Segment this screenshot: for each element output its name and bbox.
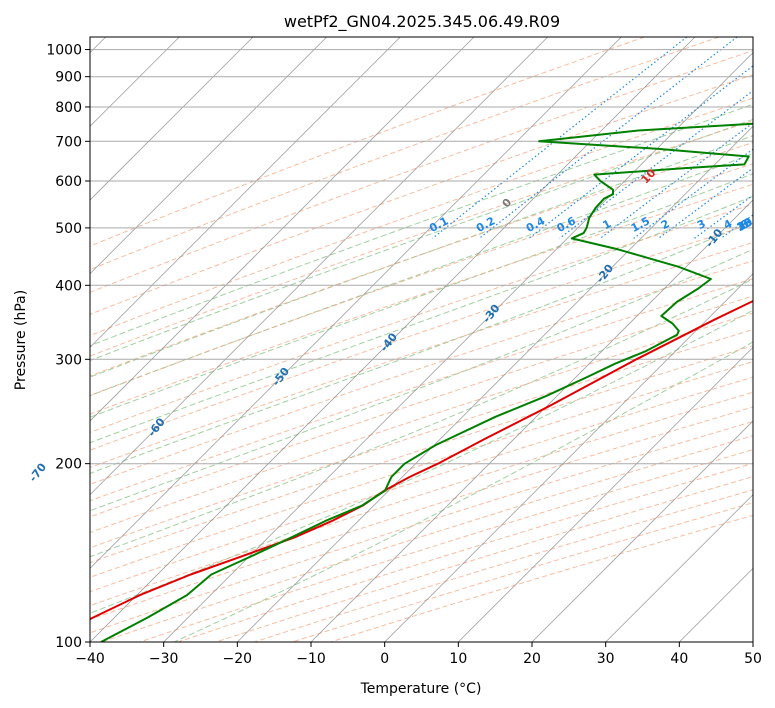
x-axis: −40 −30 −20 −10 0 10 20 30 40 50 xyxy=(75,642,762,667)
dry-adiabat-line xyxy=(90,278,753,502)
dry-adiabat-line xyxy=(90,163,753,396)
isotherm-line xyxy=(163,52,753,642)
isotherm-line xyxy=(90,37,548,496)
mixing-ratio-label: 13 xyxy=(735,215,755,234)
moist-adiabat-line xyxy=(90,248,753,512)
dry-adiabat-line xyxy=(90,97,753,337)
y-tick-label: 1000 xyxy=(46,43,82,59)
mixing-ratio-label: 25 xyxy=(735,215,755,234)
dry-adiabat-line xyxy=(90,50,753,293)
x-tick-label: 40 xyxy=(670,651,688,667)
y-tick-label: 200 xyxy=(55,457,82,473)
moist-adiabat-line xyxy=(90,278,753,558)
x-axis-label: Temperature (°C) xyxy=(360,681,482,697)
isotherm-line xyxy=(458,346,753,642)
isotherm-line xyxy=(752,641,753,642)
isotherm-line xyxy=(237,125,753,642)
y-tick-label: 600 xyxy=(55,174,82,190)
y-tick-label: 800 xyxy=(55,100,82,116)
moist-adiabat-line xyxy=(90,309,753,614)
x-tick-label: −30 xyxy=(149,651,179,667)
isotherm-line xyxy=(90,37,401,348)
dewpoint-line xyxy=(100,122,753,642)
dry-adiabat-line xyxy=(90,295,753,518)
profile-lines xyxy=(90,122,753,642)
y-tick-label: 700 xyxy=(55,134,82,150)
isotherms xyxy=(90,37,753,642)
plot-frame xyxy=(89,36,754,643)
dry-adiabat-line xyxy=(90,312,753,534)
dry-adiabat-line xyxy=(90,37,720,271)
y-axis-label: Pressure (hPa) xyxy=(13,290,29,390)
mixing-ratio-label: 10 xyxy=(735,215,755,234)
mixing-ratio-line xyxy=(478,37,738,239)
moist-adiabat-line xyxy=(90,220,753,474)
isotherm-line xyxy=(90,37,622,569)
mixing-ratio-label: 20 xyxy=(735,215,755,234)
x-tick-label: 50 xyxy=(744,651,762,667)
mixing-ratio-line xyxy=(559,89,753,239)
x-tick-label: −40 xyxy=(75,651,105,667)
dry-adiabat-line xyxy=(90,345,753,564)
y-tick-label: 100 xyxy=(55,635,82,651)
x-tick-label: 10 xyxy=(449,651,467,667)
isotherm-line xyxy=(90,37,254,201)
mixing-ratio-label: 30 xyxy=(735,215,755,234)
isotherm-line xyxy=(90,37,475,422)
x-tick-label: 20 xyxy=(523,651,541,667)
isotherm-line xyxy=(531,420,753,642)
isotherm-line xyxy=(90,37,327,275)
adiabat-label: -70 xyxy=(27,460,50,484)
chart-title: wetPf2_GN04.2025.345.06.49.R09 xyxy=(284,12,560,32)
mixing-ratio-line xyxy=(760,37,775,238)
mixing-ratio-label: 16 xyxy=(735,215,755,234)
dry-adiabat-line xyxy=(90,329,753,549)
y-axis: 1000 900 800 700 600 500 400 300 200 100 xyxy=(46,43,90,651)
plot-background xyxy=(90,37,753,642)
mixing-ratio-lines xyxy=(432,37,775,239)
x-tick-label: −10 xyxy=(296,651,326,667)
isobars xyxy=(90,49,753,642)
isotherm-line xyxy=(605,494,753,642)
x-tick-label: 0 xyxy=(380,651,389,667)
mixing-ratio-line xyxy=(658,167,753,239)
dry-adiabat-line xyxy=(90,142,753,377)
moist-adiabat-line xyxy=(90,118,753,362)
y-tick-label: 500 xyxy=(55,221,82,237)
y-tick-label: 300 xyxy=(55,352,82,368)
y-tick-label: 400 xyxy=(55,278,82,294)
moist-adiabat-line xyxy=(90,173,753,418)
dry-adiabat-line xyxy=(90,241,753,469)
y-tick-label: 900 xyxy=(55,70,82,86)
dry-adiabat-line xyxy=(90,361,753,578)
dry-adiabat-line xyxy=(90,391,753,607)
isotherm-line xyxy=(90,37,696,642)
plot-layer xyxy=(90,37,775,642)
dry-adiabat-line xyxy=(90,223,753,451)
x-tick-label: 30 xyxy=(597,651,615,667)
moist-adiabat-line xyxy=(90,103,753,347)
x-tick-label: −20 xyxy=(223,651,253,667)
isotherm-line xyxy=(310,199,753,642)
dry-adiabat-line xyxy=(90,376,753,593)
mixing-ratio-label: 36 xyxy=(735,215,755,234)
isotherm-line xyxy=(384,273,753,642)
